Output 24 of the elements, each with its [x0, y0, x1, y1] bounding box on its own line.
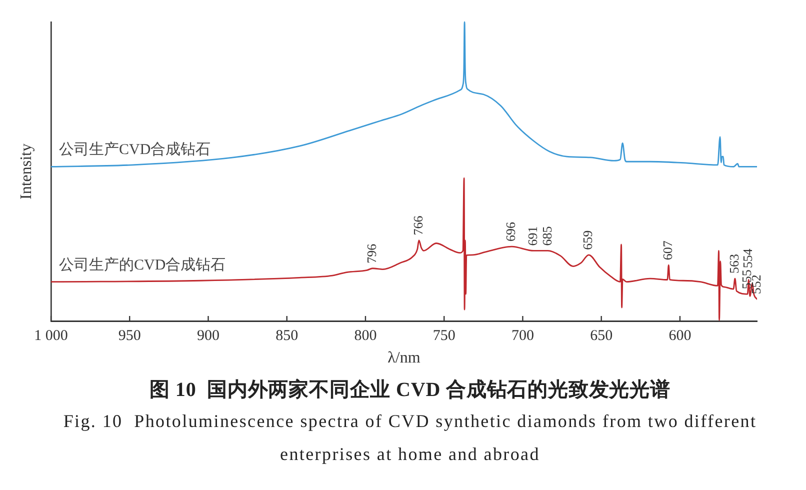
annotation: 607: [660, 240, 676, 260]
y-axis-title: Intensity: [18, 144, 35, 200]
annotation: 554: [740, 248, 756, 268]
series-label: 公司生产CVD合成钻石: [59, 141, 211, 158]
x-tick-label: 700: [511, 328, 534, 344]
annotation: 696: [503, 222, 518, 242]
text: Fig. 10 Photoluminescence spectra of CVD synthetic diamonds from two different enterprises at home and abroad: [62, 410, 758, 466]
annotation: 691: [525, 226, 540, 246]
x-tick-label: 950: [118, 328, 141, 344]
series-label: 公司生产的CVD合成钻石: [59, 256, 226, 274]
annotation: 563: [726, 254, 742, 274]
annotation: 796: [364, 243, 379, 264]
x-tick-label: 800: [354, 328, 377, 344]
annotation: 766: [410, 215, 426, 236]
annotation: 659: [580, 230, 596, 250]
x-axis-title: λ/nm: [388, 350, 421, 367]
x-tick-label: 850: [276, 328, 298, 344]
x-tick-label: 1 000: [34, 328, 68, 344]
x-tick-label: 650: [590, 328, 613, 344]
x-tick-label: 900: [196, 328, 220, 344]
x-tick-label: 750: [432, 328, 456, 344]
text: 图 10 国内外两家不同企业 CVD 合成钻石的光致发光光谱: [148, 378, 672, 403]
x-tick-label: 600: [668, 328, 692, 344]
annotation: 685: [539, 226, 554, 246]
